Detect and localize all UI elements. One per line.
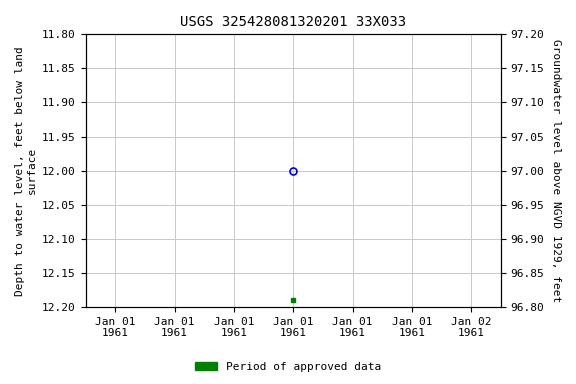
Y-axis label: Groundwater level above NGVD 1929, feet: Groundwater level above NGVD 1929, feet [551,39,561,302]
Legend: Period of approved data: Period of approved data [191,358,385,377]
Y-axis label: Depth to water level, feet below land
surface: Depth to water level, feet below land su… [15,46,37,296]
Title: USGS 325428081320201 33X033: USGS 325428081320201 33X033 [180,15,406,29]
